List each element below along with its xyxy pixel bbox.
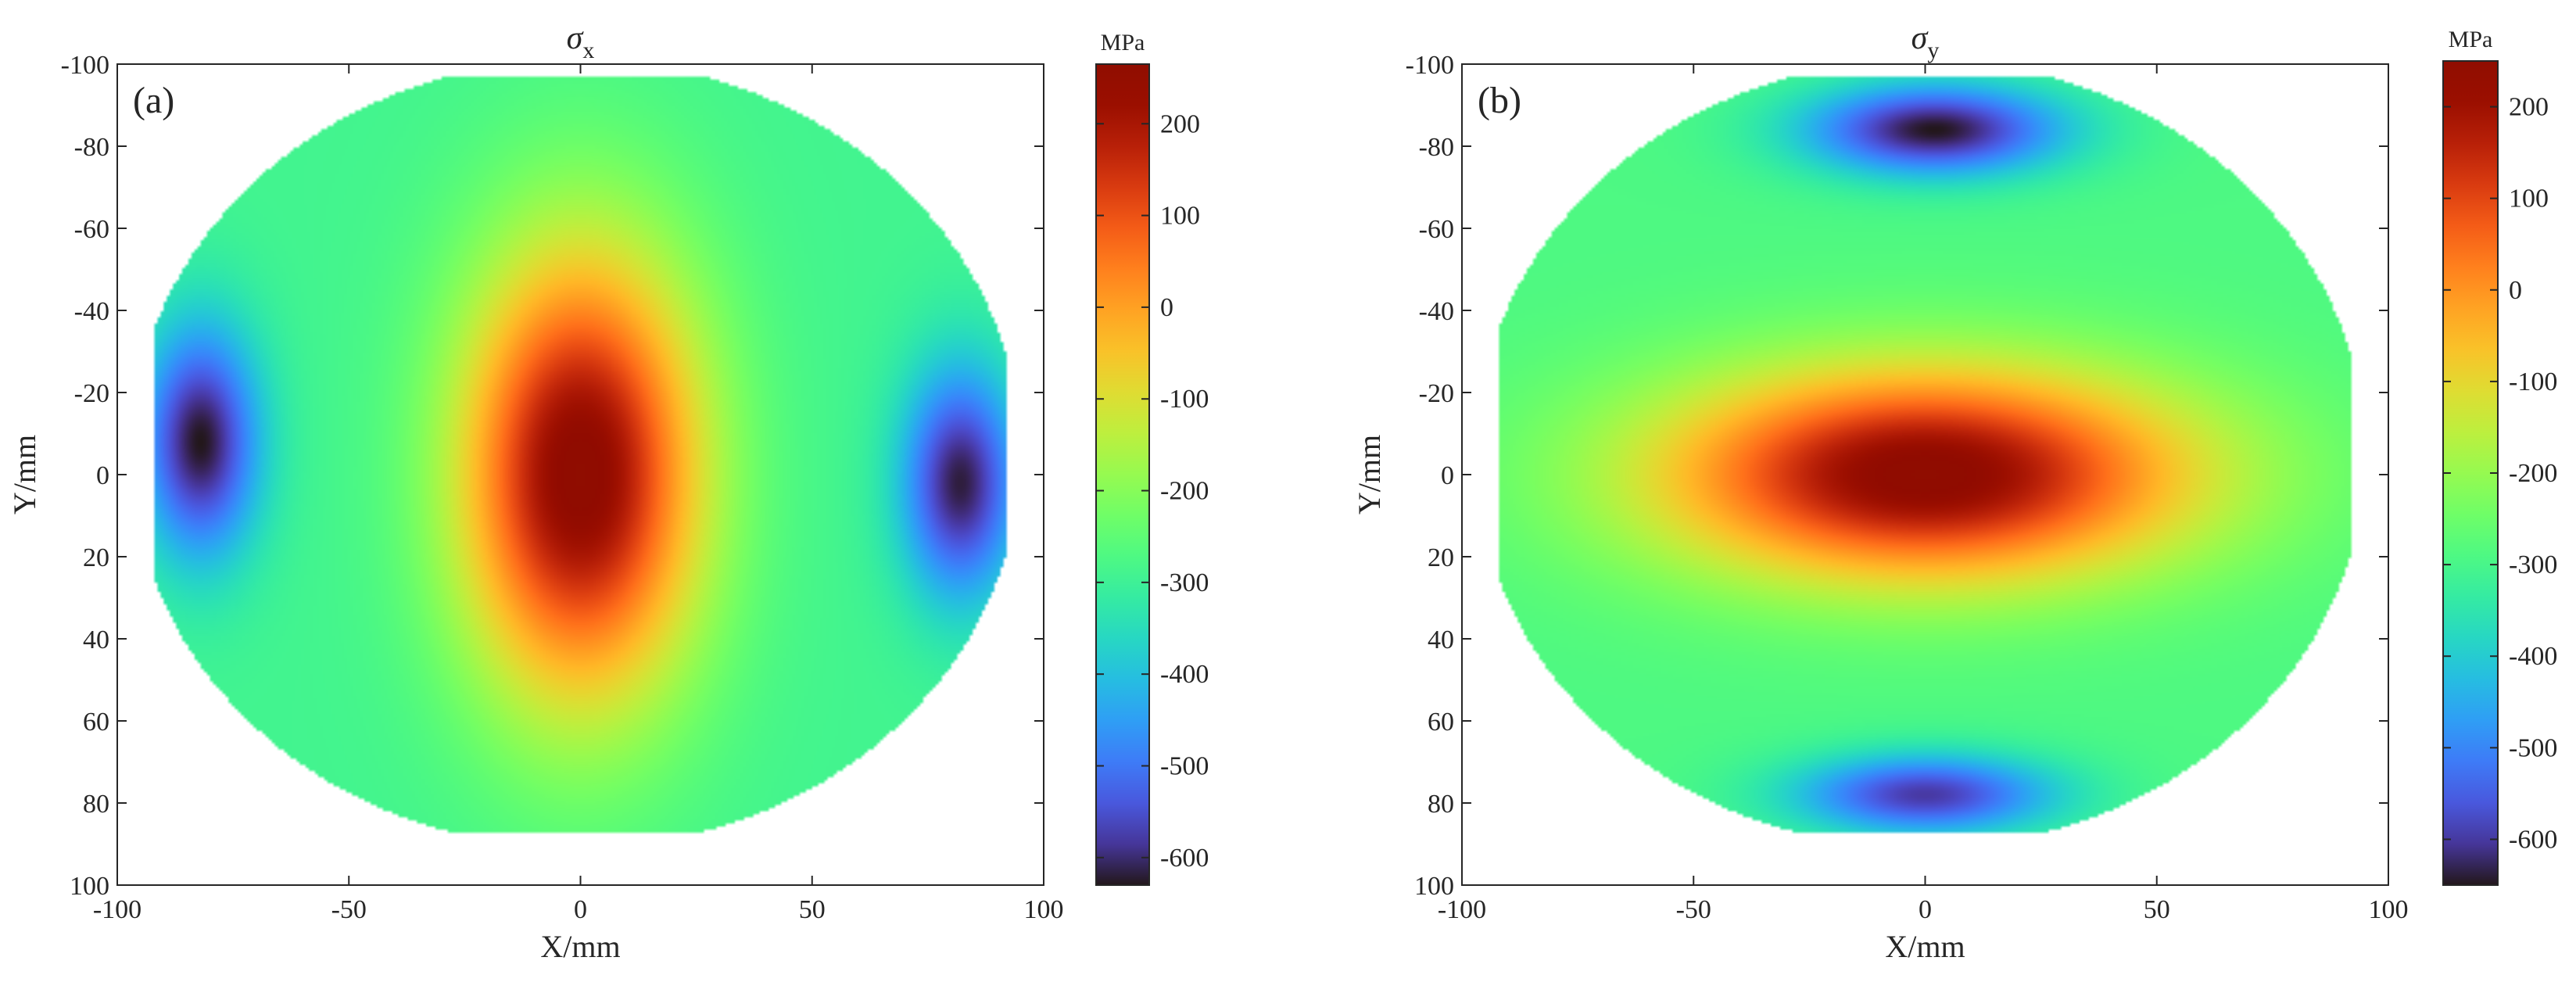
panel-a-colorbar-unit: MPa	[1101, 30, 1145, 56]
y-tick-label: 0	[96, 461, 109, 490]
panel-a-colorbar-ticks: 200 100 0 -100 -200 -300 -400 -500 -600	[1096, 109, 1209, 873]
x-tick-label: 100	[2369, 895, 2409, 924]
colorbar-tick-label: -600	[2509, 825, 2557, 854]
y-tick-label: 20	[1428, 543, 1454, 572]
colorbar-tick-label: 200	[1160, 109, 1200, 138]
colorbar-tick-label: -400	[1160, 660, 1209, 689]
colorbar-tick-label: -500	[2509, 733, 2557, 762]
colorbar-tick-label: -300	[2509, 550, 2557, 579]
x-tick-label: 50	[2144, 895, 2170, 924]
panel-b-colorbar	[2442, 60, 2499, 886]
colorbar-tick-label: -600	[1160, 844, 1209, 873]
colorbar-tick-label: -300	[1160, 568, 1209, 597]
panel-b-colorbar-ticks: 200 100 0 -100 -200 -300 -400 -500 -600	[2443, 93, 2557, 854]
colorbar-tick-label: -100	[1160, 385, 1209, 414]
y-tick-label: -100	[1406, 51, 1454, 80]
colorbar-tick-label: -100	[2509, 367, 2557, 396]
panel-a-colorbar	[1095, 63, 1150, 886]
y-tick-label: 20	[83, 543, 109, 572]
y-tick-label: -60	[74, 215, 109, 244]
colorbar-tick-label: 100	[2509, 185, 2549, 213]
panel-b-heatmap-layer	[1462, 64, 2388, 885]
y-tick-label: 40	[1428, 626, 1454, 654]
x-tick-label: -50	[331, 895, 367, 924]
y-tick-label: -80	[1419, 133, 1454, 162]
y-tick-label: 0	[1441, 461, 1454, 490]
heatmap-field-image	[1462, 64, 2388, 885]
y-tick-label: -20	[1419, 379, 1454, 408]
panel-b-title-symbol: σ	[1911, 20, 1929, 56]
panel-a-title-subscript: x	[582, 38, 594, 63]
panel-b-colorbar-unit: MPa	[2449, 27, 2493, 52]
heatmap-field-image	[117, 64, 1044, 885]
panel-a-title: σx	[567, 20, 595, 63]
y-tick-label: 100	[1414, 872, 1454, 901]
panel-a-label: (a)	[133, 80, 174, 121]
colorbar-tick-label: 100	[1160, 202, 1200, 231]
y-tick-label: 80	[1428, 790, 1454, 819]
colorbar-tick-label: 0	[1160, 293, 1173, 322]
x-tick-label: 100	[1024, 895, 1064, 924]
colorbar-tick-label: -200	[2509, 459, 2557, 488]
colorbar-tick-label: -400	[2509, 642, 2557, 671]
y-tick-label: 100	[70, 872, 109, 901]
panel-b-x-axis-label: X/mm	[1885, 929, 1965, 964]
x-tick-label: -50	[1676, 895, 1711, 924]
colorbar-tick-label: -200	[1160, 477, 1209, 506]
panel-a-title-symbol: σ	[567, 20, 585, 56]
x-tick-label: -100	[93, 895, 142, 924]
x-tick-label: 50	[799, 895, 826, 924]
y-tick-label: -40	[74, 297, 109, 326]
panel-b-y-axis-label: Y/mm	[1352, 435, 1387, 514]
y-tick-label: -20	[74, 379, 109, 408]
colorbar-tick-label: 0	[2509, 276, 2522, 305]
panel-a-x-axis-label: X/mm	[540, 929, 620, 964]
panel-b-label: (b)	[1478, 80, 1521, 121]
panel-b: -100 -50 0 50 100-100-80-60-40-2002040608010…	[1352, 20, 2557, 964]
x-tick-label: 0	[574, 895, 587, 924]
panel-a-y-axis-label: Y/mm	[7, 435, 42, 514]
panel-b-title-subscript: y	[1927, 38, 1939, 63]
colorbar-tick-label: 200	[2509, 93, 2549, 122]
y-tick-label: 60	[83, 708, 109, 737]
x-tick-label: 0	[1919, 895, 1932, 924]
y-tick-label: 60	[1428, 708, 1454, 737]
y-tick-label: -40	[1419, 297, 1454, 326]
colorbar-tick-label: -500	[1160, 751, 1209, 780]
panel-b-title: σy	[1911, 20, 1940, 63]
panel-a-heatmap-layer	[117, 64, 1044, 885]
y-tick-label: -100	[61, 51, 109, 80]
y-tick-label: -60	[1419, 215, 1454, 244]
panel-a: -100 -50 0 50 100-100-80-60-40-2002040608010…	[7, 20, 1209, 964]
x-tick-label: -100	[1438, 895, 1486, 924]
panel-a-ticks: -100 -50 0 50 100-100-80-60-40-2002040608010…	[61, 51, 1064, 924]
panel-b-ticks: -100 -50 0 50 100-100-80-60-40-2002040608010…	[1406, 51, 2409, 924]
y-tick-label: 40	[83, 626, 109, 654]
y-tick-label: 80	[83, 790, 109, 819]
y-tick-label: -80	[74, 133, 109, 162]
